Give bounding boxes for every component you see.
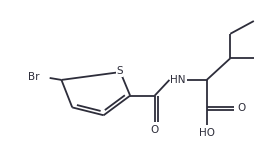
Text: S: S xyxy=(116,66,123,76)
Text: O: O xyxy=(237,103,245,113)
Text: Br: Br xyxy=(28,72,39,82)
Text: HO: HO xyxy=(199,128,215,138)
Text: O: O xyxy=(151,125,159,135)
Text: HN: HN xyxy=(171,75,186,85)
